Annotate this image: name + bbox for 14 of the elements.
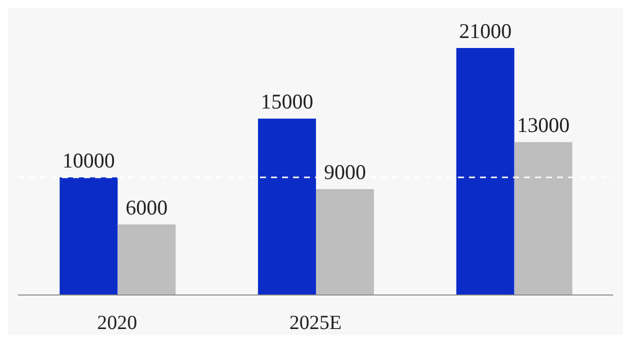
data-label: 9000 (324, 160, 366, 184)
bar (60, 177, 118, 295)
data-label: 15000 (260, 90, 314, 114)
data-label: 13000 (517, 113, 570, 138)
x-tick-label: 2020 (97, 312, 138, 334)
bar (316, 189, 374, 295)
data-label: 21000 (459, 19, 512, 43)
x-tick-label: 2025E (289, 312, 342, 334)
data-label: 6000 (126, 195, 168, 220)
bar (514, 142, 572, 295)
bar (118, 224, 176, 295)
data-label: 10000 (62, 148, 115, 172)
bar (258, 118, 316, 295)
bar (456, 48, 514, 295)
